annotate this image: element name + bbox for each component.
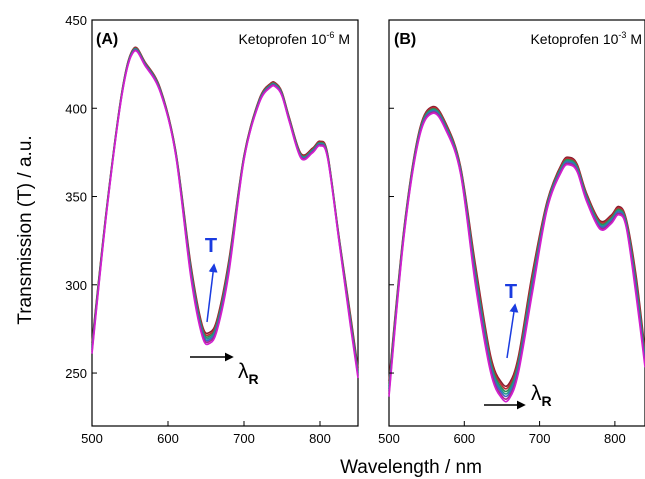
series-line [91, 48, 359, 374]
series-line [91, 47, 359, 370]
series-line [388, 106, 645, 390]
trend-arrow [206, 263, 218, 323]
trend-arrow [506, 303, 519, 359]
panel-b-title: Ketoprofen 10-3 M [530, 30, 642, 47]
x-tick-label: 500 [378, 431, 400, 446]
panel-b: (B) Ketoprofen 10-3 M 500 600 700 800 TλR [378, 19, 645, 446]
y-tick-label: 300 [65, 278, 87, 293]
y-tick-label: 250 [65, 366, 87, 381]
series-line [388, 112, 645, 403]
x-tick-label: 800 [604, 431, 626, 446]
trend-label: T [505, 281, 517, 303]
series-line [91, 47, 359, 372]
x-tick-label: 700 [529, 431, 551, 446]
panel-a-label: (A) [96, 31, 118, 48]
panel-b-label: (B) [394, 31, 416, 48]
series-line [388, 109, 645, 395]
series-line [91, 49, 359, 377]
panel-b-frame [388, 19, 645, 427]
x-tick-label: 700 [233, 431, 255, 446]
series-line [388, 107, 645, 393]
series-line [91, 48, 359, 375]
panel-a-title: Ketoprofen 10-6 M [238, 30, 350, 47]
series-line [388, 111, 645, 400]
y-tick-label: 350 [65, 190, 87, 205]
x-tick-label: 600 [453, 431, 475, 446]
trend-label: T [205, 235, 217, 257]
series-line [91, 50, 359, 379]
y-axis-label: Transmission (T) / a.u. [15, 135, 36, 324]
y-tick-label: 450 [65, 13, 87, 28]
y-tick-label: 400 [65, 101, 87, 116]
x-tick-label: 600 [157, 431, 179, 446]
series-line [91, 46, 359, 369]
x-tick-label: 800 [309, 431, 331, 446]
x-tick-label: 500 [81, 431, 103, 446]
series-line [388, 110, 645, 398]
series-line [388, 105, 645, 388]
panel-a-frame [91, 19, 359, 427]
lambda-r-label: λR [238, 360, 259, 387]
x-axis-label: Wavelength / nm [340, 457, 482, 478]
panel-a: (A) Ketoprofen 10-6 M 500 600 700 800 250 300… [65, 13, 359, 446]
lambda-r-label: λR [531, 382, 552, 409]
